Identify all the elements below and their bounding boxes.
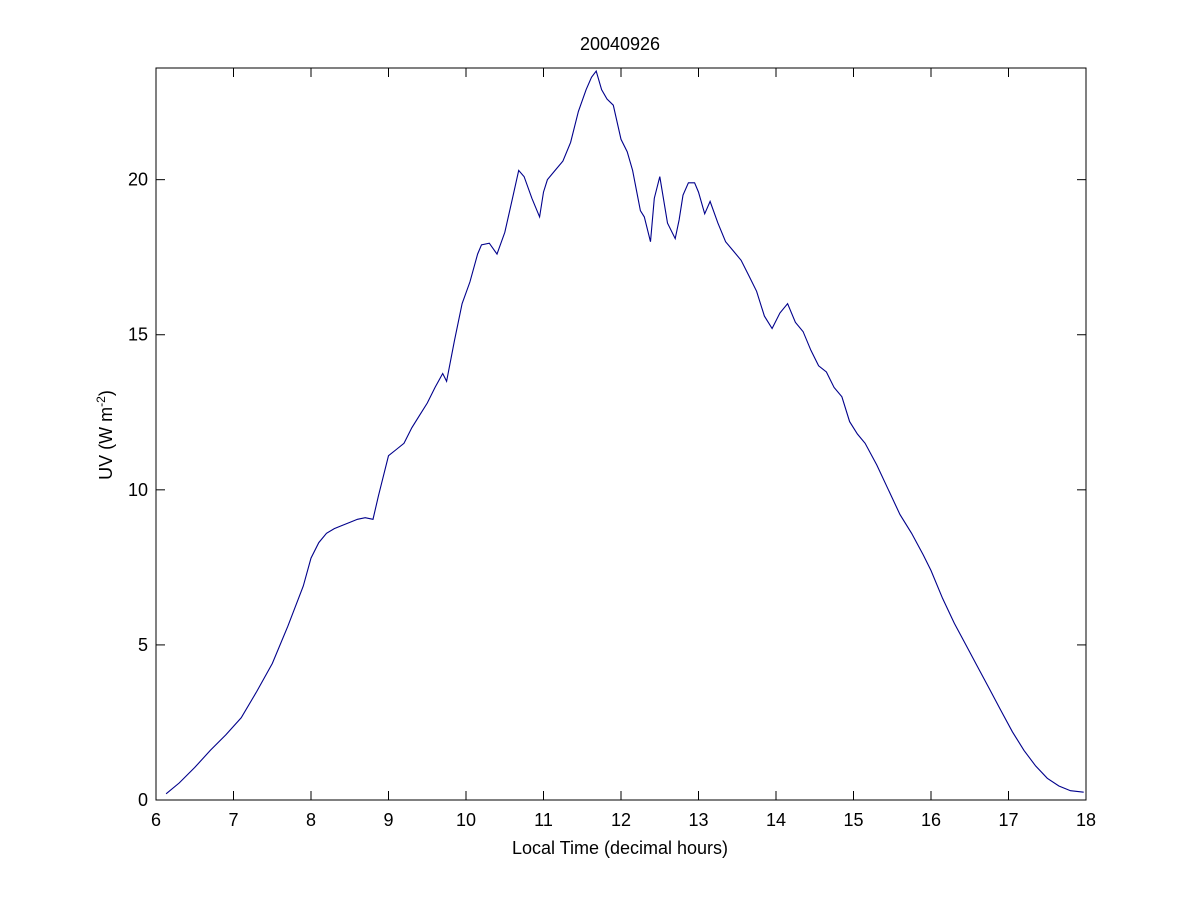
uv-series-line xyxy=(165,69,1084,795)
y-axis-label: UV (W m-2) xyxy=(94,390,116,480)
x-tick-label: 12 xyxy=(611,810,631,830)
x-tick-label: 15 xyxy=(843,810,863,830)
x-tick-label: 9 xyxy=(383,810,393,830)
y-axis-label-close: ) xyxy=(96,390,116,396)
x-tick-label: 17 xyxy=(998,810,1018,830)
y-axis-label-main: UV (W m xyxy=(96,407,116,480)
y-tick-label: 15 xyxy=(128,325,148,345)
x-tick-label: 11 xyxy=(534,810,553,830)
x-tick-label: 6 xyxy=(151,810,161,830)
y-tick-label: 0 xyxy=(138,790,148,810)
plot-area-border xyxy=(155,67,1087,801)
x-axis-label: Local Time (decimal hours) xyxy=(512,838,728,858)
x-tick-label: 18 xyxy=(1076,810,1096,830)
chart-title: 20040926 xyxy=(580,34,660,54)
x-tick-label: 8 xyxy=(306,810,316,830)
x-axis: 6 7 8 9 10 11 12 13 14 15 16 17 18 xyxy=(151,68,1096,830)
x-tick-label: 14 xyxy=(766,810,786,830)
y-tick-label: 5 xyxy=(138,635,148,655)
x-tick-label: 13 xyxy=(688,810,708,830)
x-tick-label: 16 xyxy=(921,810,941,830)
y-tick-label: 10 xyxy=(128,480,148,500)
x-tick-label: 7 xyxy=(228,810,238,830)
x-tick-label: 10 xyxy=(456,810,476,830)
plot-frame xyxy=(155,67,1087,801)
y-axis-label-superscript: -2 xyxy=(94,396,108,407)
y-tick-label: 20 xyxy=(128,170,148,190)
y-axis: 0 5 10 15 20 xyxy=(128,170,1086,810)
